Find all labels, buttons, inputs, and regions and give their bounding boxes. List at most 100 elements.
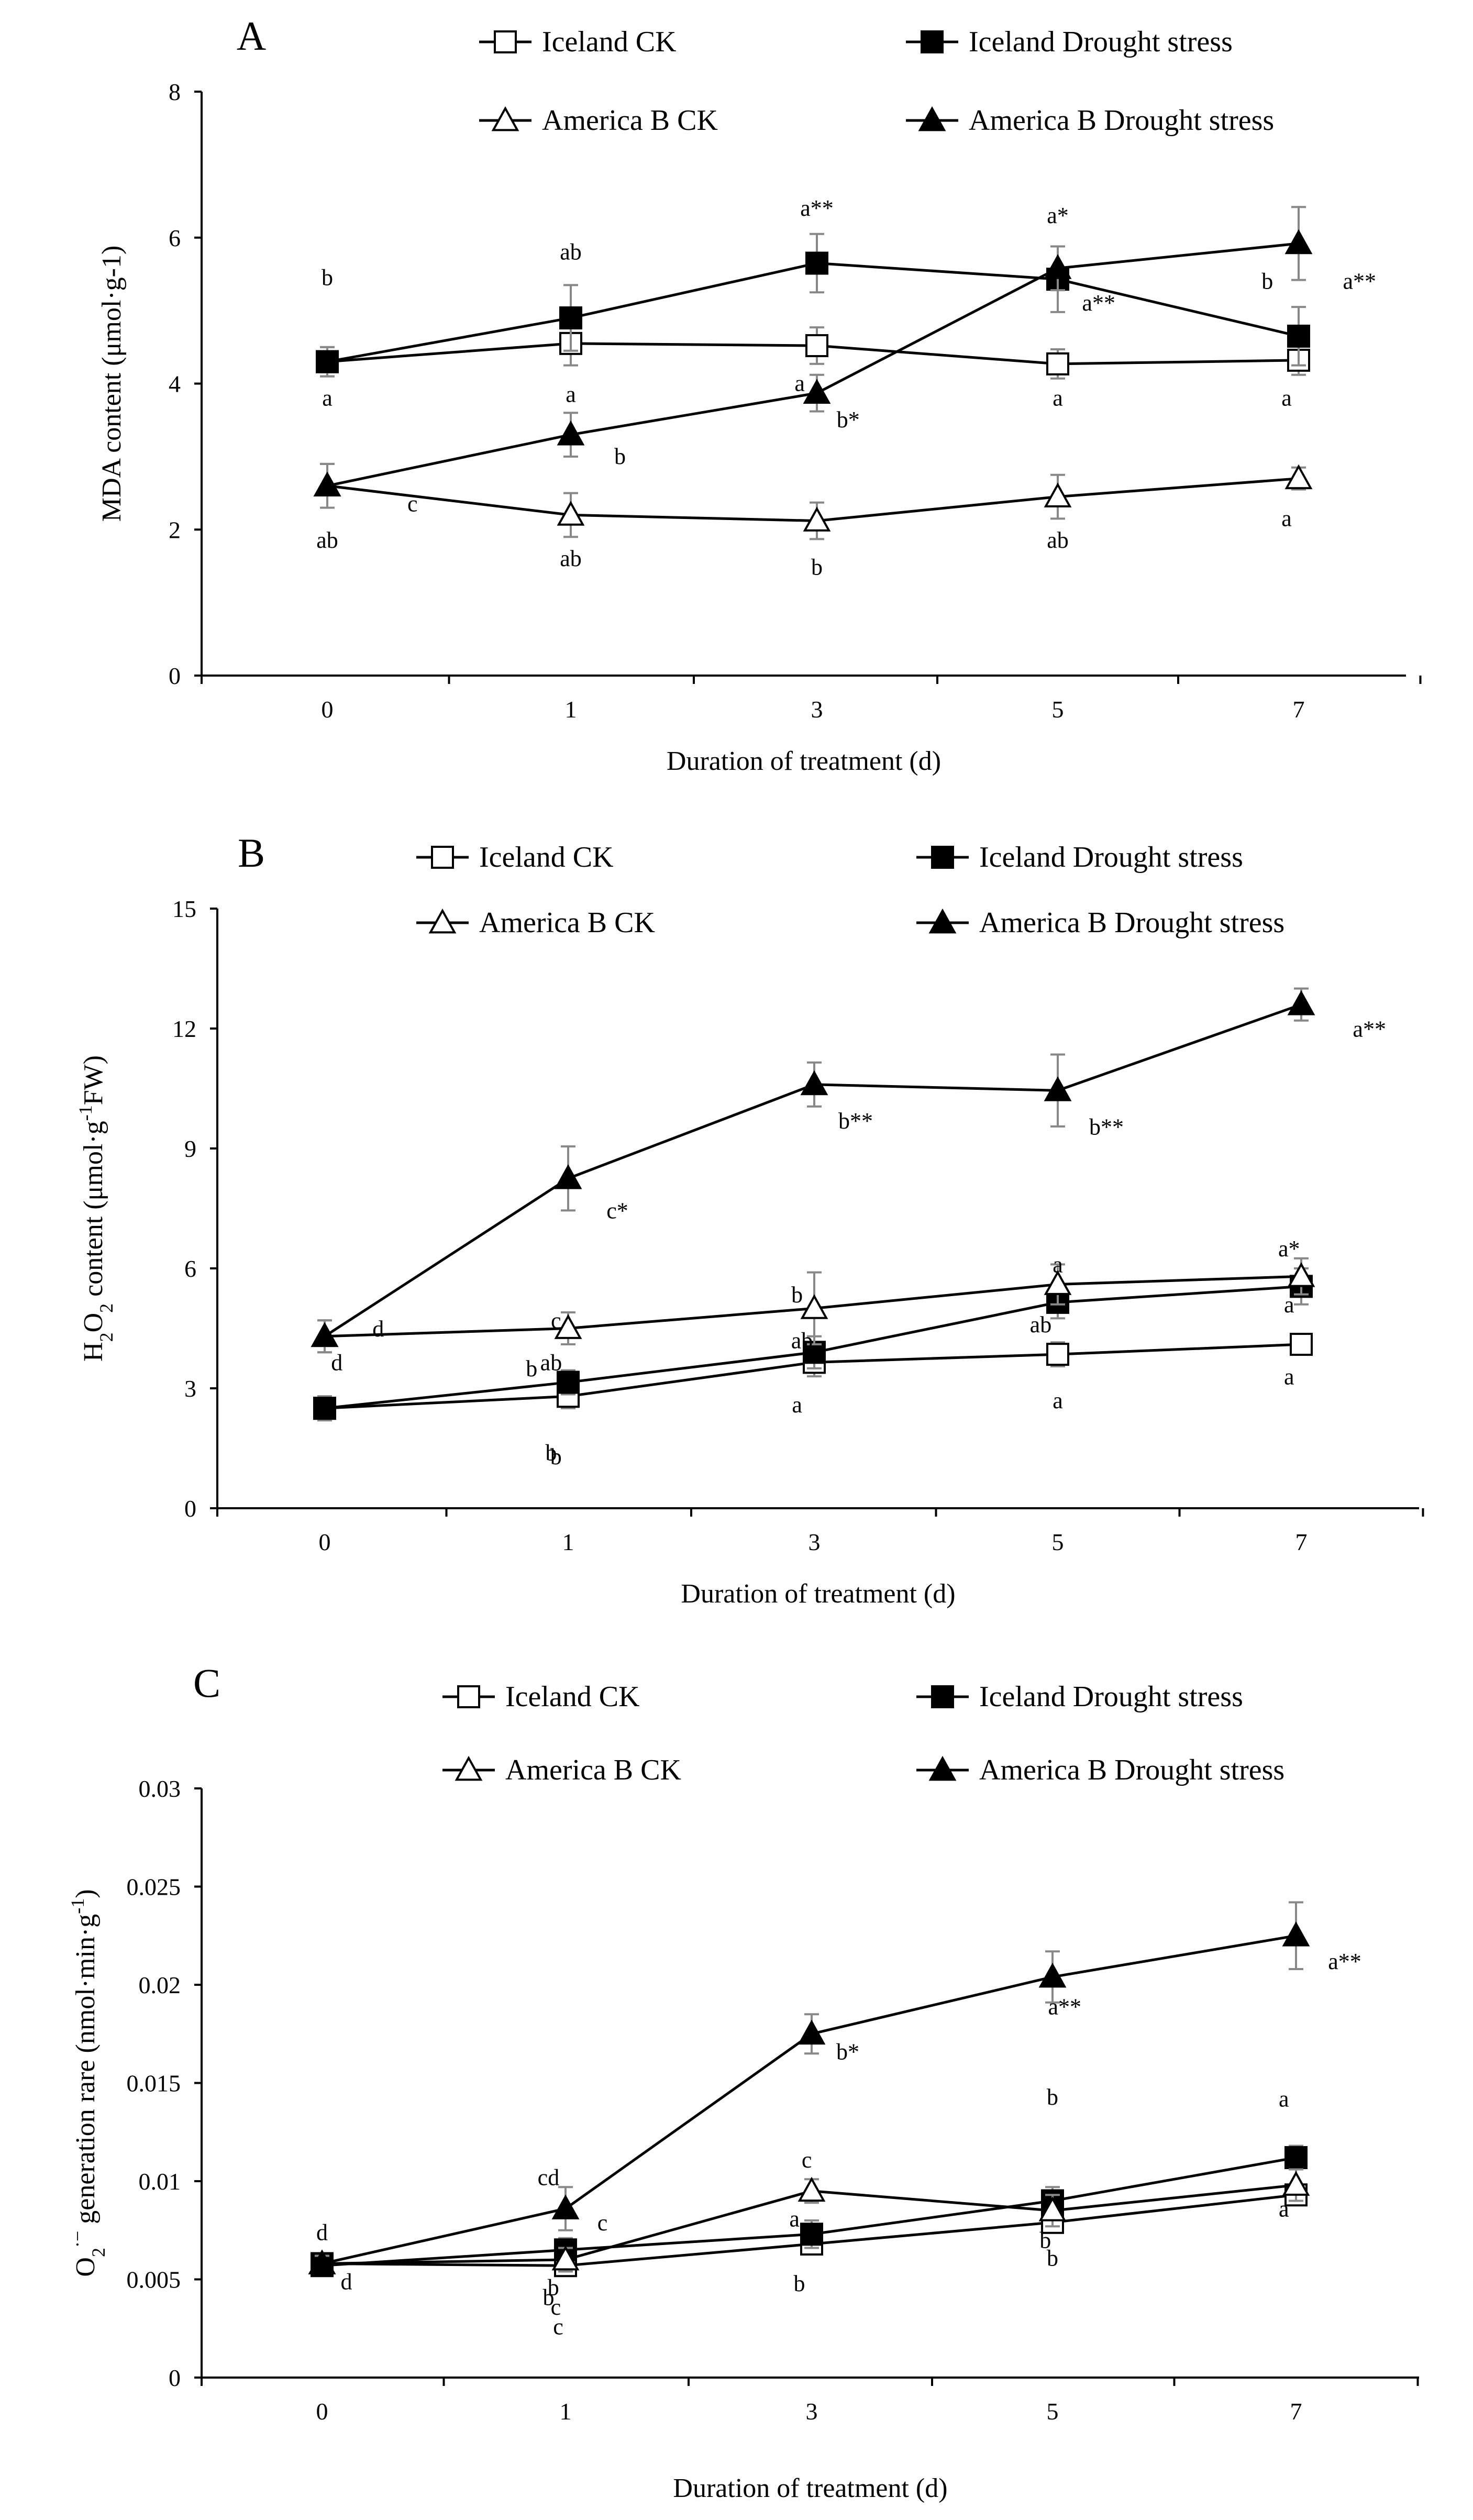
series-america-b-ck xyxy=(313,462,1313,540)
significance-label: b xyxy=(550,1444,562,1469)
legend-entry: Iceland Drought stress xyxy=(906,26,1233,58)
data-point xyxy=(1282,2171,1310,2196)
significance-label: d xyxy=(316,2220,328,2246)
significance-label: d xyxy=(372,1316,384,1342)
chart-panel-B: B 0 3 6 9 12 15 0 1 3 5 7 Duration of treatment (d) H… xyxy=(75,830,1424,1609)
y-tick-label: 0.03 xyxy=(139,1775,181,1802)
x-tick-label: 1 xyxy=(560,2398,572,2425)
significance-label: c xyxy=(597,2210,608,2236)
significance-label: b xyxy=(542,2284,554,2310)
y-tick-label: 0.02 xyxy=(139,1972,181,1998)
x-tick-label: 5 xyxy=(1052,696,1064,723)
data-point xyxy=(1290,1333,1313,1356)
y-axis-title-part: O xyxy=(79,1313,108,1333)
data-point xyxy=(1044,1076,1072,1101)
data-point xyxy=(559,306,582,330)
legend-entry: America B Drought stress xyxy=(916,907,1284,939)
data-point xyxy=(1284,464,1313,490)
significance-label: b xyxy=(1039,2228,1051,2253)
significance-label: ab xyxy=(316,527,338,553)
data-point xyxy=(557,1370,580,1394)
data-point xyxy=(308,2249,336,2274)
significance-label: ab xyxy=(791,1328,813,1354)
significance-label: ab xyxy=(560,546,582,571)
chart-panel-C: C 0 0.005 0.01 0.015 0.02 0.025 0.03 0 1 3 5 7 Durati… xyxy=(67,1660,1419,2503)
data-point xyxy=(1287,1262,1315,1287)
significance-label: ab xyxy=(1047,527,1069,553)
significance-label: a* xyxy=(1047,203,1069,228)
significance-label: a xyxy=(1281,385,1292,411)
data-point xyxy=(803,506,831,532)
significance-label: a xyxy=(566,381,576,407)
significance-label: b** xyxy=(838,1108,873,1134)
data-point xyxy=(800,2223,823,2246)
significance-label: ab xyxy=(540,1350,562,1376)
y-tick-label: 0 xyxy=(169,662,181,689)
significance-label: b xyxy=(794,2271,805,2296)
data-point xyxy=(1038,2196,1067,2221)
legend-entry: Iceland Drought stress xyxy=(916,841,1243,874)
data-point xyxy=(1284,229,1313,255)
x-tick-label: 0 xyxy=(322,696,334,723)
legend-label: Iceland CK xyxy=(505,1681,640,1713)
y-tick-label: 4 xyxy=(169,371,181,397)
data-point xyxy=(557,501,585,526)
legend-entry: America B Drought stress xyxy=(906,104,1274,137)
legend-label: Iceland CK xyxy=(479,841,614,874)
series-america-b-drought-stress xyxy=(308,1901,1310,2274)
significance-label: a xyxy=(792,1392,802,1418)
significance-label: c xyxy=(802,2147,812,2173)
y-tick-label: 0.015 xyxy=(127,2070,181,2097)
significance-label: a xyxy=(1281,505,1292,531)
y-tick-label: 12 xyxy=(172,1015,196,1042)
legend-label: Iceland Drought stress xyxy=(979,841,1243,874)
legend-label: America B CK xyxy=(542,104,718,137)
y-axis-title-part: 2 xyxy=(96,1332,117,1342)
data-point xyxy=(1287,990,1315,1015)
legend-label: America B Drought stress xyxy=(979,907,1284,939)
data-point xyxy=(800,1070,828,1096)
significance-label: c* xyxy=(606,1198,628,1224)
y-axis-title-part: MDA content ( xyxy=(97,357,127,522)
legend-entry: Iceland Drought stress xyxy=(916,1681,1243,1713)
y-tick-label: 3 xyxy=(184,1375,196,1402)
legend-marker xyxy=(457,1685,480,1708)
series-line xyxy=(322,1934,1297,2265)
data-point xyxy=(1044,482,1072,507)
legend-label: America B CK xyxy=(505,1754,681,1786)
x-tick-label: 3 xyxy=(811,696,823,723)
legend-entry: Iceland CK xyxy=(416,841,614,874)
chart-panel-A: A 0 2 4 6 8 0 1 3 5 7 Duration of treatment (d) MDA … xyxy=(97,13,1422,776)
data-point xyxy=(554,1164,582,1189)
data-point xyxy=(313,471,341,497)
x-tick-label: 0 xyxy=(319,1529,331,1555)
y-tick-label: 15 xyxy=(172,896,196,922)
series-america-b-drought-stress xyxy=(311,987,1315,1354)
legend-marker xyxy=(931,846,954,869)
significance-label: b xyxy=(322,264,333,290)
y-tick-label: 0.005 xyxy=(127,2267,181,2293)
x-tick-label: 7 xyxy=(1290,2398,1302,2425)
data-point xyxy=(1282,1921,1310,1947)
y-axis-title-part: 2 xyxy=(88,2248,109,2257)
data-point xyxy=(313,1397,336,1420)
significance-label: b xyxy=(811,555,823,580)
x-tick-label: 3 xyxy=(809,1529,821,1555)
significance-label: a* xyxy=(1278,1236,1300,1262)
x-tick-label: 5 xyxy=(1047,2398,1059,2425)
significance-label: d xyxy=(341,2269,352,2294)
y-tick-label: 0.01 xyxy=(139,2168,181,2195)
significance-label: a xyxy=(1053,1252,1063,1278)
legend-marker xyxy=(494,30,517,53)
x-tick-label: 0 xyxy=(316,2398,328,2425)
y-tick-label: 8 xyxy=(169,79,181,105)
legend-label: America B Drought stress xyxy=(969,104,1274,137)
x-tick-label: 1 xyxy=(565,696,577,723)
y-axis-title-part: H xyxy=(79,1342,108,1362)
significance-label: b xyxy=(614,444,626,469)
series-america-b-ck xyxy=(311,1257,1315,1354)
y-axis-title-part: 2 xyxy=(96,1303,117,1313)
legend-label: America B CK xyxy=(479,907,655,939)
data-point xyxy=(551,2194,580,2219)
